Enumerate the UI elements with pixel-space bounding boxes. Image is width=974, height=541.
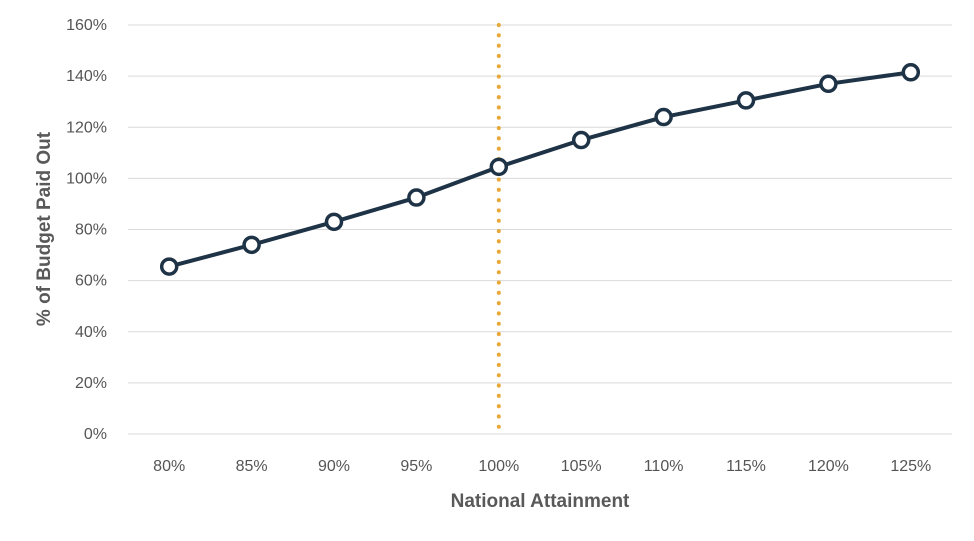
x-tick-label: 85%: [236, 458, 268, 475]
x-tick-label: 90%: [318, 458, 350, 475]
data-point: [736, 91, 756, 110]
x-tick-label: 110%: [644, 458, 684, 475]
x-tick-label: 95%: [400, 458, 432, 475]
y-tick-label: 160%: [66, 17, 107, 34]
series-line: [168, 70, 912, 269]
data-point: [571, 130, 591, 150]
data-point: [159, 257, 179, 276]
y-tick-label: 60%: [75, 273, 107, 290]
x-tick-label: 100%: [478, 458, 519, 475]
x-tick-label: 80%: [153, 458, 185, 475]
x-tick-label: 120%: [808, 458, 849, 475]
data-point: [407, 188, 426, 207]
data-point: [819, 74, 838, 94]
x-tick-label: 115%: [726, 458, 766, 475]
y-tick-labels: 0% 20% 40% 60% 80% 100% 120% 140% 160%: [66, 17, 107, 443]
y-tick-label: 80%: [75, 222, 107, 239]
y-tick-label: 0%: [84, 426, 107, 443]
data-point: [901, 63, 921, 82]
data-point: [242, 235, 261, 255]
y-tick-label: 20%: [75, 375, 107, 392]
x-tick-labels: 80% 85% 90% 95% 100% 105% 110% 115% 120% 125%: [153, 458, 931, 475]
gridlines: [128, 24, 952, 435]
y-tick-label: 140%: [66, 68, 107, 85]
x-tick-label: 125%: [890, 458, 931, 475]
series-group: [159, 63, 921, 276]
data-point: [324, 212, 344, 232]
y-tick-label: 120%: [66, 119, 107, 136]
x-tick-label: 105%: [561, 458, 602, 475]
x-axis-title: National Attainment: [451, 491, 630, 512]
y-axis-title: % of Budget Paid Out: [34, 131, 55, 326]
data-point: [489, 157, 509, 177]
y-tick-label: 40%: [75, 324, 107, 341]
data-point: [654, 107, 673, 127]
y-tick-label: 100%: [66, 170, 107, 187]
